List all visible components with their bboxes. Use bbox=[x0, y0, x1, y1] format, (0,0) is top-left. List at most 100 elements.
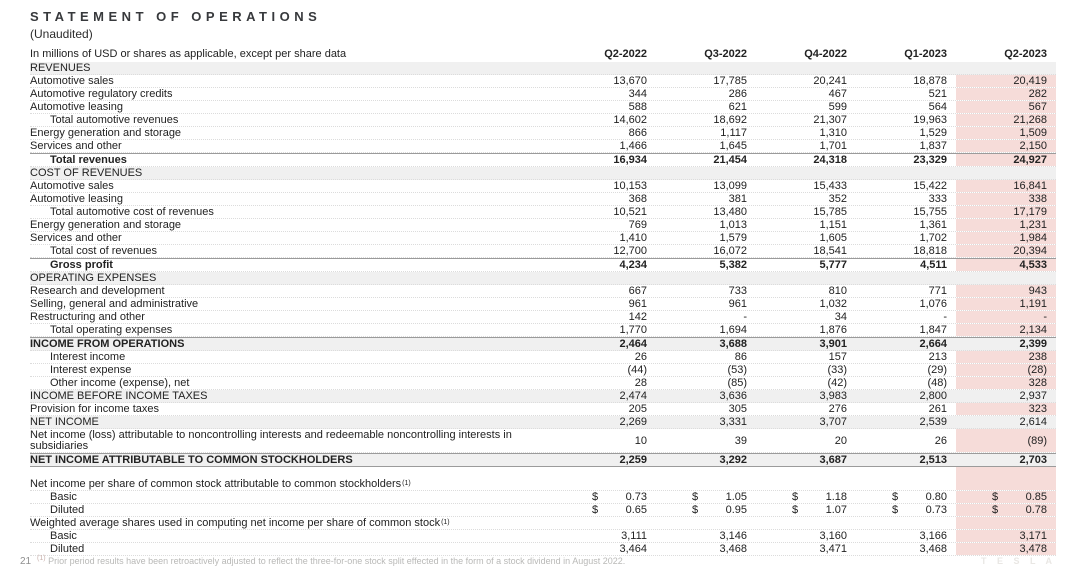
cell-number: 4,533 bbox=[1019, 259, 1047, 271]
cell-number: (42) bbox=[827, 377, 847, 389]
cell-number: 205 bbox=[628, 403, 647, 415]
table-row: Automotive leasing 588 621 599 564 567 bbox=[30, 101, 1056, 114]
cell-number: 238 bbox=[1028, 351, 1047, 363]
cell-number: - bbox=[1043, 311, 1047, 323]
section-row: OPERATING EXPENSES bbox=[30, 272, 1056, 285]
table-row: Total revenues 16,934 21,454 24,318 23,329 24… bbox=[30, 153, 1056, 167]
cell-number: 1,605 bbox=[819, 232, 847, 244]
row-label-text: Automotive sales bbox=[30, 74, 114, 87]
cell-value: 943 bbox=[956, 285, 1056, 297]
cell-value: 1,466 bbox=[556, 140, 656, 152]
footnote-marker: (1) bbox=[37, 555, 46, 562]
cell-number: 5,777 bbox=[819, 259, 847, 271]
row-label-text: Net income (loss) attributable to noncon… bbox=[30, 428, 512, 452]
cell-value bbox=[656, 272, 756, 284]
cell-value: 2,150 bbox=[956, 140, 1056, 152]
cell-value: 588 bbox=[556, 101, 656, 113]
row-label-text: Basic bbox=[50, 529, 77, 542]
table-row: Total automotive revenues 14,602 18,692 21,… bbox=[30, 114, 1056, 127]
cell-value: 20 bbox=[756, 429, 856, 452]
dollar-sign: $ bbox=[892, 491, 899, 503]
cell-value: 34 bbox=[756, 311, 856, 323]
row-label-text: NET INCOME bbox=[30, 415, 99, 428]
cell-value: (53) bbox=[656, 364, 756, 376]
cell-value: 1,984 bbox=[956, 232, 1056, 244]
cell-value: 381 bbox=[656, 193, 756, 205]
row-label-text: Provision for income taxes bbox=[30, 402, 159, 415]
cell-number: 13,099 bbox=[713, 180, 747, 192]
cell-value: $1.07 bbox=[756, 504, 856, 516]
cell-value: 24,927 bbox=[956, 154, 1056, 166]
operations-table: In millions of USD or shares as applicab… bbox=[30, 46, 1056, 556]
row-label: Diluted bbox=[30, 543, 556, 555]
cell-number: 567 bbox=[1028, 101, 1047, 113]
page-number: 21 bbox=[20, 556, 32, 567]
cell-value: 18,818 bbox=[856, 245, 956, 257]
table-row: INCOME BEFORE INCOME TAXES 2,474 3,636 3,98… bbox=[30, 390, 1056, 403]
cell-value: 1,847 bbox=[856, 324, 956, 336]
cell-value bbox=[856, 478, 956, 490]
footnote-text: Prior period results have been retroacti… bbox=[48, 556, 626, 566]
cell-value: 368 bbox=[556, 193, 656, 205]
table-row: Provision for income taxes 205 305 276 261 32… bbox=[30, 403, 1056, 416]
cell-value: 1,410 bbox=[556, 232, 656, 244]
row-label: Total operating expenses bbox=[30, 324, 556, 336]
cell-number: 15,433 bbox=[813, 180, 847, 192]
cell-number: 3,166 bbox=[919, 530, 947, 542]
cell-number: 17,785 bbox=[713, 75, 747, 87]
cell-number: 1,013 bbox=[719, 219, 747, 231]
row-label: COST OF REVENUES bbox=[30, 167, 556, 179]
row-label: Weighted average shares used in computin… bbox=[30, 516, 450, 529]
table-row: Diluted 3,464 3,468 3,471 3,468 3,478 bbox=[30, 543, 1056, 556]
table-row: Services and other 1,466 1,645 1,701 1,837 2,… bbox=[30, 140, 1056, 153]
cell-number: 3,478 bbox=[1019, 543, 1047, 555]
page-title: STATEMENT OF OPERATIONS bbox=[30, 9, 322, 24]
cell-value: $0.95 bbox=[656, 504, 756, 516]
cell-value bbox=[556, 272, 656, 284]
cell-value: 621 bbox=[656, 101, 756, 113]
cell-value: 24,318 bbox=[756, 154, 856, 166]
row-label-text: Total operating expenses bbox=[50, 323, 173, 336]
cell-number: (33) bbox=[827, 364, 847, 376]
cell-number: 305 bbox=[728, 403, 747, 415]
cell-value: 16,072 bbox=[656, 245, 756, 257]
cell-number: 1,231 bbox=[1019, 219, 1047, 231]
row-label-text: OPERATING EXPENSES bbox=[30, 271, 157, 284]
cell-value: 3,160 bbox=[756, 530, 856, 542]
cell-value: 15,785 bbox=[756, 206, 856, 218]
row-label: Automotive leasing bbox=[30, 101, 556, 113]
dollar-sign: $ bbox=[592, 491, 599, 503]
row-label: Research and development bbox=[30, 285, 556, 297]
cell-number: 1,076 bbox=[919, 298, 947, 310]
cell-value: 3,468 bbox=[856, 543, 956, 555]
dollar-sign: $ bbox=[992, 491, 999, 503]
cell-number: 1,361 bbox=[919, 219, 947, 231]
cell-number: (89) bbox=[1027, 434, 1047, 447]
cell-value: (89) bbox=[956, 429, 1056, 452]
cell-value bbox=[756, 62, 856, 74]
row-label: Provision for income taxes bbox=[30, 403, 556, 415]
cell-number: 276 bbox=[828, 403, 847, 415]
cell-number: 1,032 bbox=[819, 298, 847, 310]
cell-value: 1,231 bbox=[956, 219, 1056, 231]
cell-number: 5,382 bbox=[719, 259, 747, 271]
row-label: Basic bbox=[30, 530, 556, 542]
cell-value: - bbox=[956, 311, 1056, 323]
cell-number: 866 bbox=[628, 127, 647, 139]
cell-number: 2,134 bbox=[1019, 324, 1047, 336]
cell-value: 1,694 bbox=[656, 324, 756, 336]
cell-number: 3,636 bbox=[719, 390, 747, 402]
cell-number: 2,474 bbox=[619, 390, 647, 402]
cell-value bbox=[756, 167, 856, 179]
cell-value bbox=[656, 62, 756, 74]
cell-value bbox=[856, 467, 956, 478]
cell-value bbox=[956, 62, 1056, 74]
row-label-text: INCOME BEFORE INCOME TAXES bbox=[30, 389, 208, 402]
page-subtitle: (Unaudited) bbox=[30, 27, 93, 41]
cell-value: $0.65 bbox=[556, 504, 656, 516]
cell-number: 18,818 bbox=[913, 245, 947, 257]
row-label: Energy generation and storage bbox=[30, 219, 556, 231]
cell-value: 2,474 bbox=[556, 390, 656, 402]
cell-number: 943 bbox=[1028, 285, 1047, 297]
cell-number: 34 bbox=[834, 311, 847, 323]
